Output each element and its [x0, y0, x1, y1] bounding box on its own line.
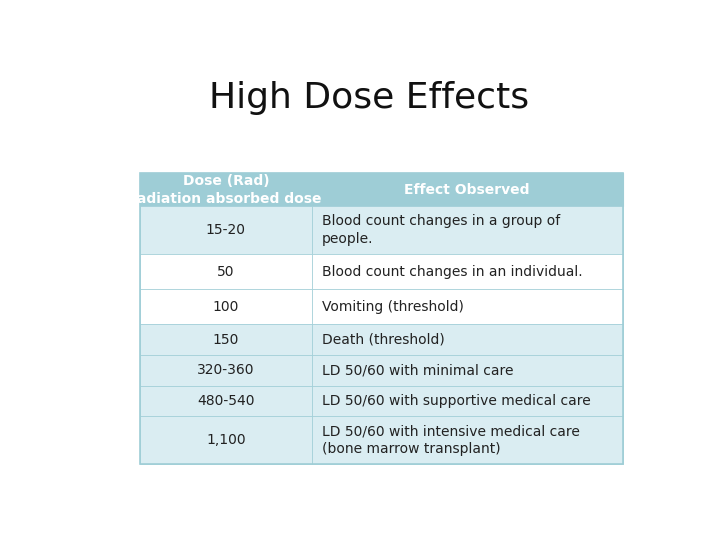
Bar: [140, 206, 312, 254]
Bar: [140, 254, 312, 289]
Text: 15-20: 15-20: [206, 223, 246, 237]
Text: Death (threshold): Death (threshold): [322, 333, 444, 347]
Bar: [140, 325, 312, 355]
Bar: [312, 173, 623, 206]
Bar: [312, 325, 623, 355]
Text: 150: 150: [212, 333, 239, 347]
Bar: [312, 416, 623, 464]
Text: 50: 50: [217, 265, 235, 279]
Text: High Dose Effects: High Dose Effects: [209, 81, 529, 115]
Text: 480-540: 480-540: [197, 394, 255, 408]
Text: Vomiting (threshold): Vomiting (threshold): [322, 300, 464, 314]
Text: 1,100: 1,100: [206, 433, 246, 447]
Bar: [312, 386, 623, 416]
Text: Dose (Rad)
radiation absorbed dose: Dose (Rad) radiation absorbed dose: [130, 174, 322, 206]
Bar: [140, 289, 312, 325]
Bar: [140, 173, 312, 206]
Text: 320-360: 320-360: [197, 363, 255, 377]
Text: LD 50/60 with intensive medical care
(bone marrow transplant): LD 50/60 with intensive medical care (bo…: [322, 424, 580, 456]
Text: LD 50/60 with minimal care: LD 50/60 with minimal care: [322, 363, 513, 377]
Bar: [312, 289, 623, 325]
Bar: [312, 206, 623, 254]
Bar: [140, 355, 312, 386]
Text: Effect Observed: Effect Observed: [405, 183, 530, 197]
Bar: [312, 254, 623, 289]
Bar: [140, 386, 312, 416]
Text: 100: 100: [212, 300, 239, 314]
Text: Blood count changes in a group of
people.: Blood count changes in a group of people…: [322, 214, 560, 246]
Bar: [312, 355, 623, 386]
Bar: [140, 173, 623, 464]
Text: Blood count changes in an individual.: Blood count changes in an individual.: [322, 265, 582, 279]
Text: LD 50/60 with supportive medical care: LD 50/60 with supportive medical care: [322, 394, 590, 408]
Bar: [140, 416, 312, 464]
